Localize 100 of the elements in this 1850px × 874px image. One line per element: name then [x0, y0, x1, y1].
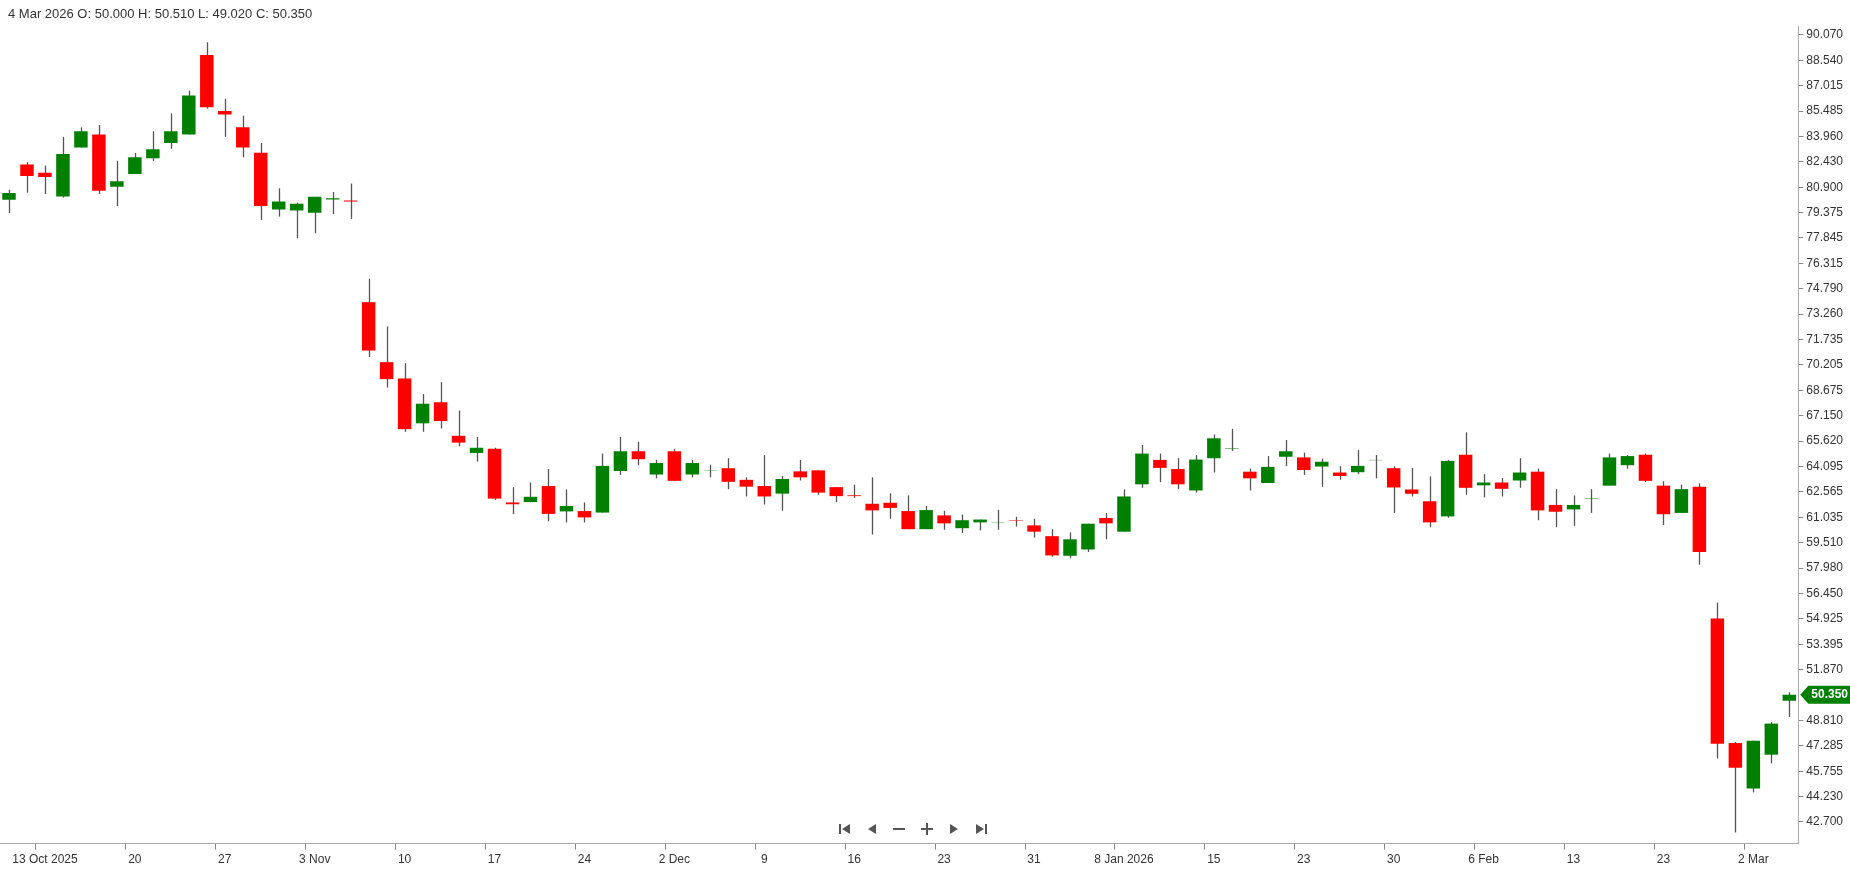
candlestick	[379, 325, 394, 389]
candlestick	[2, 189, 16, 214]
y-tick-label: 59.510	[1806, 534, 1844, 549]
candlestick	[271, 187, 286, 218]
y-tick-label: 90.070	[1806, 27, 1844, 42]
y-tick-label: 57.980	[1806, 560, 1844, 575]
candlestick	[613, 436, 628, 476]
candlestick	[739, 476, 754, 498]
y-tick-label: 87.015	[1806, 77, 1844, 92]
candlestick	[146, 130, 160, 162]
candlestick	[955, 513, 969, 534]
candlestick	[505, 486, 520, 515]
candlestick	[1404, 467, 1419, 498]
candlestick	[1279, 439, 1293, 467]
candlestick	[38, 164, 52, 195]
x-tick-label: 15	[1207, 852, 1221, 867]
candlestick	[1422, 475, 1437, 528]
y-tick-label: 79.375	[1806, 204, 1844, 219]
candlestick	[1153, 452, 1167, 483]
x-tick-label: 9	[760, 852, 768, 867]
candlestick	[1099, 512, 1113, 540]
candlestick	[1243, 467, 1257, 492]
candlestick	[1225, 428, 1239, 452]
y-tick-label: 68.675	[1806, 382, 1844, 397]
candlestick	[1027, 518, 1041, 539]
candlestick	[218, 98, 232, 138]
candlestick	[775, 475, 789, 512]
x-tick-label: 17	[487, 852, 502, 867]
x-tick-label: 23	[1656, 852, 1671, 867]
candlestick	[110, 160, 124, 207]
x-tick-label: 16	[847, 852, 862, 867]
candlestick	[1476, 473, 1491, 499]
x-tick-label: 23	[1297, 852, 1311, 867]
x-tick-label: 8 Jan 2026	[1094, 852, 1154, 867]
candlestick	[1674, 484, 1689, 514]
candlestick	[721, 457, 736, 490]
candlestick	[451, 409, 466, 447]
x-tick-label: 2 Mar	[1738, 852, 1769, 867]
y-tick-label: 61.035	[1806, 509, 1844, 524]
candlestick	[1494, 477, 1509, 498]
candlestick	[307, 196, 322, 234]
y-tick-label: 44.230	[1806, 788, 1844, 803]
candlestick	[901, 494, 915, 530]
candlestick	[20, 161, 34, 194]
candlestick	[649, 459, 664, 479]
x-tick-label: 10	[397, 852, 412, 867]
y-tick-label: 48.810	[1806, 712, 1844, 727]
y-tick-label: 73.260	[1806, 306, 1844, 321]
x-tick-label: 13	[1566, 852, 1581, 867]
y-tick-label: 70.205	[1806, 357, 1844, 372]
y-tick-label: 74.790	[1806, 281, 1844, 296]
x-tick-label: 27	[218, 852, 232, 867]
y-tick-label: 47.285	[1806, 738, 1844, 753]
candlestick	[577, 501, 592, 524]
candlestick	[343, 182, 358, 220]
y-tick-label: 42.700	[1806, 814, 1844, 829]
x-tick-label: 24	[577, 852, 592, 867]
y-tick-label: 67.150	[1806, 408, 1844, 422]
x-tick-label: 20	[128, 852, 142, 867]
y-tick-label: 62.565	[1806, 484, 1844, 499]
x-tick-label: 6 Feb	[1468, 852, 1500, 867]
x-tick-label: 2 Dec	[658, 852, 691, 867]
y-tick-label: 45.755	[1806, 763, 1844, 778]
candlestick	[1045, 528, 1059, 558]
candlestick	[811, 469, 825, 496]
y-tick-label: 76.315	[1806, 255, 1844, 270]
candlestick	[1548, 488, 1563, 528]
y-tick-label: 71.735	[1806, 331, 1844, 346]
candlestick	[1782, 691, 1797, 718]
y-tick-label: 56.450	[1806, 585, 1844, 600]
candlestick	[937, 510, 951, 531]
x-tick-label: 23	[937, 852, 952, 867]
candlestick	[1315, 457, 1329, 488]
x-tick-label: 31	[1027, 852, 1042, 867]
candlestick	[865, 476, 879, 536]
candlestick	[433, 381, 448, 430]
candlestick	[236, 115, 250, 158]
candlestick	[164, 112, 178, 150]
text: 50.350	[1811, 687, 1849, 702]
y-tick-label: 51.870	[1806, 661, 1844, 676]
y-tick-label: 77.845	[1806, 230, 1844, 245]
x-tick-label: 13 Oct 2025	[12, 852, 78, 867]
y-tick-label: 53.395	[1806, 636, 1844, 651]
candlestick	[757, 454, 772, 506]
y-tick-label: 85.485	[1806, 103, 1844, 118]
candlestick	[1063, 531, 1077, 559]
candlestick	[469, 436, 484, 463]
candlestick	[1386, 465, 1401, 514]
text: 4 Mar 2026 O: 50.000 H: 50.510 L: 49.020 C: 50.350	[8, 6, 313, 21]
candlestick	[1207, 433, 1221, 474]
x-tick-label: 3 Nov	[299, 852, 331, 867]
candlestick	[1350, 449, 1365, 475]
y-tick-label: 54.925	[1806, 611, 1844, 626]
y-tick-label: 83.960	[1806, 128, 1844, 143]
candlestick	[1171, 457, 1185, 490]
candlestick	[1261, 455, 1275, 484]
candlestick	[883, 492, 897, 520]
candlestick	[631, 441, 646, 466]
candlestick	[793, 459, 807, 482]
y-tick-label: 88.540	[1806, 52, 1844, 67]
